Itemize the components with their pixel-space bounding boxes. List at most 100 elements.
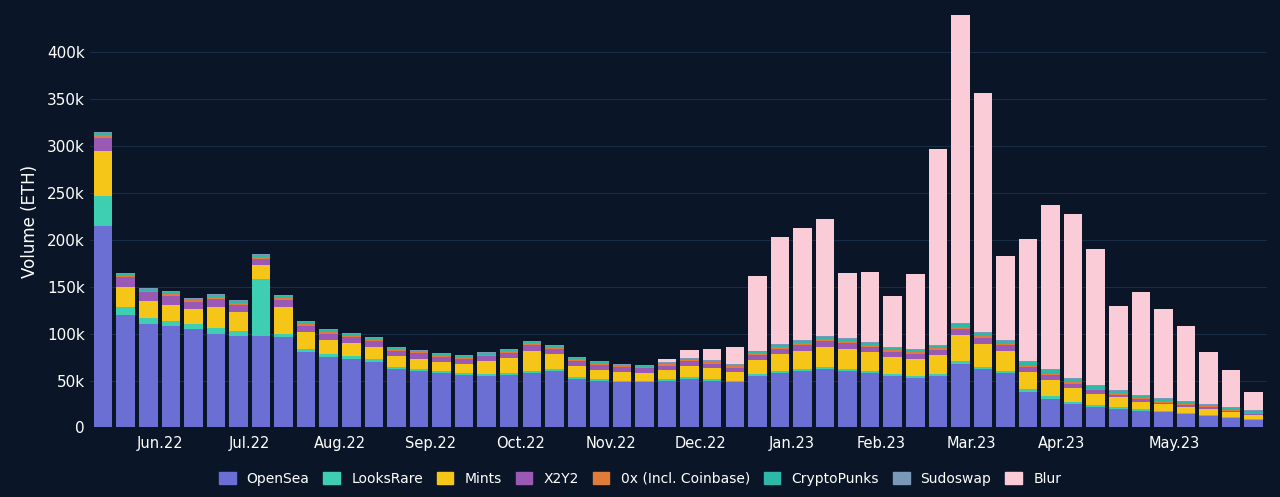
Bar [500, 358, 518, 373]
Bar [861, 373, 879, 427]
Bar [1222, 411, 1240, 412]
Bar [613, 367, 631, 372]
Bar [1222, 407, 1240, 408]
Bar [93, 135, 113, 138]
Bar [794, 341, 812, 343]
Bar [861, 342, 879, 343]
Bar [1064, 388, 1083, 402]
Bar [454, 364, 474, 373]
Bar [477, 376, 495, 427]
Bar [320, 333, 338, 340]
Bar [1019, 361, 1037, 362]
Bar [342, 333, 361, 335]
Bar [387, 369, 406, 427]
Bar [996, 256, 1015, 340]
Bar [906, 350, 924, 352]
Bar [1199, 409, 1217, 415]
Bar [387, 356, 406, 367]
Bar [274, 300, 293, 308]
Bar [1108, 409, 1128, 427]
Bar [996, 341, 1015, 343]
Bar [794, 345, 812, 350]
Bar [748, 350, 767, 351]
Bar [500, 350, 518, 351]
Bar [116, 308, 134, 315]
Bar [883, 350, 902, 352]
Bar [93, 133, 113, 135]
Bar [658, 366, 676, 370]
Bar [1132, 398, 1151, 399]
Bar [1064, 378, 1083, 379]
Bar [274, 333, 293, 337]
Bar [365, 341, 383, 347]
Bar [161, 294, 180, 296]
Bar [274, 296, 293, 298]
Bar [771, 371, 790, 373]
Bar [567, 366, 586, 377]
Bar [815, 341, 835, 347]
Bar [1064, 214, 1083, 378]
Bar [1108, 407, 1128, 409]
Bar [140, 324, 157, 427]
Bar [433, 353, 451, 354]
Bar [928, 374, 947, 376]
Bar [748, 376, 767, 427]
Bar [1155, 399, 1172, 401]
Bar [206, 328, 225, 333]
Bar [726, 382, 744, 427]
Bar [1108, 391, 1128, 393]
Bar [1108, 306, 1128, 390]
Bar [1087, 407, 1105, 427]
Bar [771, 349, 790, 354]
Bar [590, 364, 609, 365]
Bar [320, 330, 338, 331]
Bar [410, 369, 429, 371]
Bar [93, 151, 113, 196]
Bar [1199, 416, 1217, 427]
Bar [161, 305, 180, 321]
Bar [1199, 406, 1217, 408]
Bar [1244, 412, 1263, 413]
Bar [1019, 239, 1037, 361]
Bar [1019, 392, 1037, 427]
Bar [1244, 414, 1263, 415]
Bar [454, 357, 474, 359]
Bar [342, 356, 361, 359]
Bar [320, 357, 338, 427]
Bar [928, 376, 947, 427]
Bar [365, 362, 383, 427]
Bar [996, 371, 1015, 373]
Bar [410, 353, 429, 358]
Bar [433, 354, 451, 356]
Bar [342, 332, 361, 333]
Bar [861, 352, 879, 371]
Bar [320, 332, 338, 333]
Bar [815, 337, 835, 339]
Bar [522, 350, 541, 371]
Bar [1042, 370, 1060, 374]
Bar [883, 376, 902, 427]
Bar [522, 345, 541, 350]
Bar [1087, 386, 1105, 389]
Bar [815, 219, 835, 336]
Bar [161, 292, 180, 294]
Bar [184, 324, 202, 329]
Bar [703, 379, 722, 381]
Bar [861, 272, 879, 342]
Bar [726, 365, 744, 366]
Bar [951, 327, 970, 329]
Bar [883, 348, 902, 350]
Bar [1155, 411, 1172, 413]
Bar [838, 273, 856, 338]
Bar [477, 356, 495, 361]
Bar [522, 341, 541, 343]
Bar [838, 371, 856, 427]
Bar [635, 367, 654, 368]
Bar [861, 347, 879, 352]
Bar [229, 300, 248, 301]
Bar [635, 368, 654, 373]
Bar [229, 331, 248, 335]
Bar [1244, 418, 1263, 420]
Bar [184, 300, 202, 302]
Bar [1176, 406, 1196, 407]
